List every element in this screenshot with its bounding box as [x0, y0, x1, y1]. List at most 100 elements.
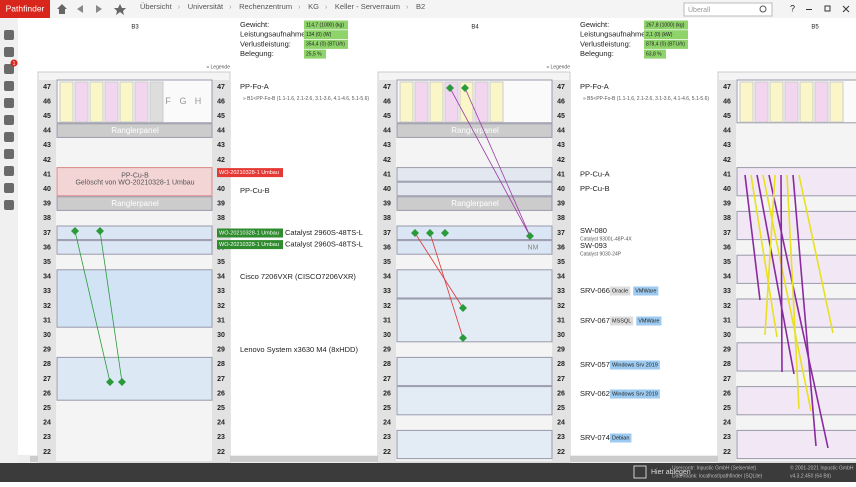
- maximize[interactable]: [824, 5, 831, 12]
- cable: [792, 174, 817, 447]
- breadcrumb-item: Keller - Serverraum: [335, 2, 400, 11]
- home-icon[interactable]: [57, 4, 67, 14]
- device[interactable]: [396, 167, 553, 182]
- unit-number: 41: [383, 171, 391, 178]
- unit-number: 27: [217, 376, 225, 383]
- unit-number: 37: [723, 230, 731, 237]
- device[interactable]: [56, 196, 213, 211]
- unit-number: 30: [217, 332, 225, 339]
- status-bar: [0, 463, 856, 482]
- work-order-badge[interactable]: [217, 228, 283, 238]
- device[interactable]: [396, 196, 553, 211]
- device-sub: Catalyst 9030-24P: [580, 251, 622, 257]
- top-bar: [0, 0, 856, 18]
- cable-endpoint[interactable]: [106, 378, 114, 386]
- sidebar-icon[interactable]: [4, 30, 14, 40]
- device-label: SW-080: [580, 226, 607, 235]
- notification-count: 1: [13, 61, 16, 67]
- cable-endpoint[interactable]: [459, 334, 467, 342]
- unit-number: 39: [217, 201, 225, 208]
- unit-number: 25: [723, 405, 731, 412]
- device[interactable]: [736, 429, 856, 460]
- cable-endpoint[interactable]: [118, 378, 126, 386]
- device[interactable]: [396, 225, 553, 241]
- device[interactable]: [396, 356, 553, 387]
- tag: [610, 286, 631, 296]
- device[interactable]: [396, 269, 553, 299]
- cable-endpoint[interactable]: [426, 229, 434, 237]
- device[interactable]: [56, 167, 213, 197]
- unit-number: 38: [557, 215, 565, 222]
- tag-text: Windows Srv 2019: [612, 391, 658, 397]
- stat-label: Verlustleistung:: [240, 39, 291, 48]
- unit-number: 36: [557, 244, 565, 251]
- device[interactable]: [396, 298, 553, 343]
- sidebar-icon[interactable]: [4, 98, 14, 108]
- cable-endpoint[interactable]: [446, 84, 454, 92]
- device-sub: » B1<PP-Fo-B (1.1-1.6, 2.1-2.6, 3.1-3.6,…: [243, 96, 369, 102]
- unit-number: 31: [217, 317, 225, 324]
- search-box[interactable]: [683, 2, 773, 17]
- sidebar-icon[interactable]: [4, 200, 14, 210]
- work-order: WO-20210328-1 Umbau: [219, 230, 279, 236]
- rack-name: B5: [811, 25, 819, 31]
- cable-endpoint[interactable]: [96, 227, 104, 235]
- device[interactable]: [56, 225, 213, 241]
- port-block: [754, 81, 769, 123]
- sidebar-icon[interactable]: [4, 115, 14, 125]
- device[interactable]: [736, 386, 856, 416]
- close[interactable]: [842, 5, 850, 13]
- device[interactable]: [56, 240, 213, 255]
- stat-value: 354,4 (0) (BTU/h): [306, 42, 345, 48]
- sidebar-icon[interactable]: [4, 149, 14, 159]
- cable-endpoint[interactable]: [71, 227, 79, 235]
- device[interactable]: [56, 356, 213, 401]
- search-placeholder: Überall: [688, 6, 711, 14]
- device[interactable]: [396, 123, 553, 138]
- sidebar-icon[interactable]: [4, 132, 14, 142]
- sidebar-icon[interactable]: [4, 47, 14, 57]
- port-block: [59, 81, 74, 123]
- device[interactable]: [396, 429, 553, 460]
- unit-number: 28: [723, 361, 731, 368]
- device[interactable]: [396, 386, 553, 416]
- sidebar-icon[interactable]: [4, 166, 14, 176]
- drop-icon[interactable]: [633, 465, 647, 479]
- port-block: [829, 81, 844, 123]
- port-block: [89, 81, 104, 123]
- cable-endpoint[interactable]: [441, 229, 449, 237]
- sidebar-icon[interactable]: [4, 81, 14, 91]
- cable-endpoint[interactable]: [526, 232, 534, 240]
- port-block: [414, 81, 429, 123]
- sidebar-icon[interactable]: [4, 64, 14, 74]
- unit-number: 22: [723, 449, 731, 456]
- forward-icon[interactable]: [96, 5, 102, 13]
- cable-endpoint[interactable]: [411, 229, 419, 237]
- help-icon[interactable]: ?: [790, 3, 795, 13]
- stat-value-bg: [304, 30, 348, 40]
- device[interactable]: [396, 181, 553, 197]
- logo[interactable]: [0, 0, 50, 18]
- cable-endpoint[interactable]: [459, 304, 467, 312]
- device[interactable]: [56, 123, 213, 138]
- search-icon[interactable]: [759, 5, 767, 13]
- legend-link: » Legende: [546, 64, 570, 70]
- device[interactable]: [736, 167, 856, 197]
- unit-number: 23: [383, 434, 391, 441]
- favorite-icon[interactable]: [114, 4, 126, 15]
- cable: [464, 87, 531, 237]
- unit-number: 34: [383, 274, 391, 281]
- sidebar-icon[interactable]: [4, 183, 14, 193]
- back-icon[interactable]: [77, 5, 83, 13]
- device[interactable]: [56, 269, 213, 328]
- rack-unit-col: [718, 80, 736, 462]
- cable-endpoint[interactable]: [461, 84, 469, 92]
- stat-value: 878,4 (0) (BTU/h): [646, 42, 685, 48]
- tag-text: MSSQL: [612, 318, 631, 324]
- work-order-badge[interactable]: [217, 240, 283, 250]
- cable: [744, 174, 761, 301]
- minimize[interactable]: [806, 9, 812, 10]
- notification-badge: [10, 59, 18, 67]
- work-order-badge[interactable]: [217, 168, 283, 178]
